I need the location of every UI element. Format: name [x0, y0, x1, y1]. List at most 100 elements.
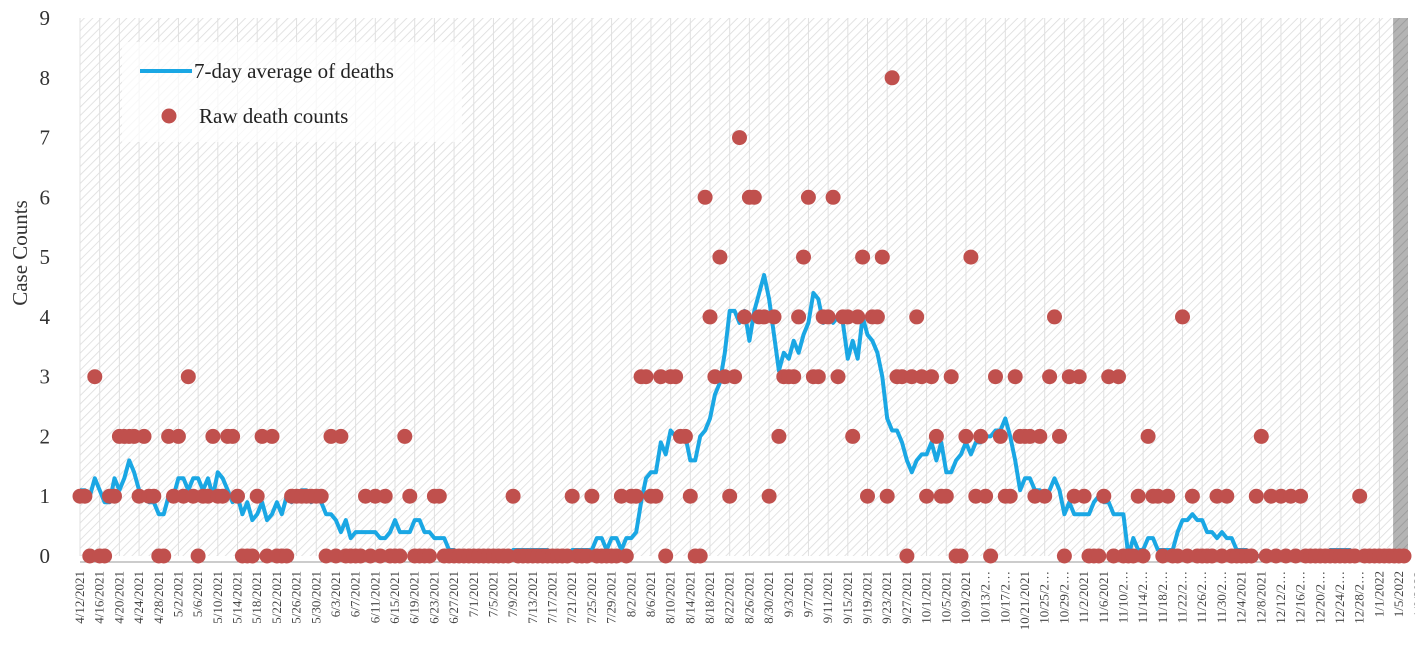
x-tick-label: 5/18/2021	[249, 571, 264, 624]
x-tick-label: 12/4/2021	[1234, 571, 1249, 624]
data-point	[107, 488, 122, 504]
data-point	[850, 309, 866, 325]
data-point	[963, 249, 979, 265]
x-tick-label: 5/6/2021	[190, 571, 205, 617]
data-point	[737, 309, 752, 325]
data-point	[1248, 488, 1264, 504]
legend: 7-day average of deaths Raw death counts	[122, 42, 462, 142]
x-tick-label: 8/6/2021	[643, 571, 658, 617]
data-point	[1007, 369, 1023, 385]
x-tick-label: 11/2/2021	[1076, 571, 1091, 623]
y-axis-title: Case Counts	[8, 200, 32, 306]
x-tick-label: 7/25/2021	[584, 571, 599, 624]
data-point	[584, 488, 600, 504]
data-point	[1253, 428, 1269, 444]
data-point	[796, 249, 811, 265]
x-tick-label: 6/15/2021	[387, 571, 402, 624]
legend-background	[122, 42, 462, 142]
x-tick-label: 8/14/2021	[682, 571, 697, 624]
data-point	[988, 369, 1003, 385]
data-point	[205, 428, 221, 444]
data-point	[732, 130, 747, 146]
x-tick-label: 11/30/2…	[1214, 571, 1229, 623]
legend-label-raw: Raw death counts	[199, 104, 348, 128]
x-tick-label: 4/12/2021	[72, 571, 87, 624]
data-point	[392, 548, 408, 564]
data-point	[943, 369, 959, 385]
x-tick-label: 12/8/2021	[1253, 571, 1268, 624]
y-tick-label: 7	[40, 126, 51, 150]
x-tick-label: 7/13/2021	[525, 571, 540, 624]
data-point	[682, 488, 698, 504]
data-point	[156, 548, 172, 564]
x-tick-label: 4/24/2021	[131, 571, 146, 624]
data-point	[1091, 548, 1107, 564]
data-point	[77, 488, 93, 504]
x-tick-label: 4/16/2021	[92, 571, 107, 624]
data-point	[1037, 488, 1053, 504]
data-point	[791, 309, 807, 325]
data-point	[564, 488, 580, 504]
data-point	[1243, 548, 1259, 564]
x-tick-label: 1/9/2022	[1411, 571, 1415, 617]
data-point	[668, 369, 684, 385]
x-tick-label: 10/25/2…	[1037, 571, 1052, 624]
x-tick-label: 10/5/2021	[938, 571, 953, 624]
x-tick-label: 11/22/2…	[1175, 571, 1190, 623]
data-point	[97, 548, 113, 564]
data-point	[712, 249, 728, 265]
x-tick-label: 10/21/2021	[1017, 571, 1032, 630]
x-tick-label: 1/5/2022	[1391, 571, 1406, 617]
data-point	[136, 428, 152, 444]
data-point	[992, 428, 1008, 444]
x-tick-label: 7/29/2021	[604, 571, 619, 624]
data-point	[180, 369, 196, 385]
data-point	[505, 488, 521, 504]
data-point	[1042, 369, 1058, 385]
data-point	[230, 488, 245, 504]
y-tick-label: 2	[40, 424, 51, 448]
data-point	[1184, 488, 1200, 504]
data-point	[771, 428, 787, 444]
x-tick-label: 11/14/2…	[1135, 571, 1150, 623]
x-tick-label: 4/28/2021	[151, 571, 166, 624]
x-tick-label: 9/3/2021	[781, 571, 796, 617]
data-point	[983, 548, 999, 564]
x-tick-label: 4/20/2021	[111, 571, 126, 624]
data-point	[249, 488, 265, 504]
legend-label-average: 7-day average of deaths	[194, 59, 394, 83]
data-point	[919, 488, 935, 504]
data-point	[1396, 548, 1412, 564]
y-tick-label: 1	[40, 484, 51, 508]
x-tick-label: 6/11/2021	[367, 571, 382, 623]
x-tick-label: 9/19/2021	[860, 571, 875, 624]
data-point	[87, 369, 103, 385]
y-tick-label: 6	[40, 185, 51, 209]
data-point	[333, 428, 349, 444]
data-point	[618, 548, 634, 564]
x-tick-label: 6/7/2021	[348, 571, 363, 617]
y-tick-label: 9	[40, 6, 51, 30]
data-point	[397, 428, 413, 444]
data-point	[244, 548, 260, 564]
data-point	[1002, 488, 1018, 504]
data-point	[727, 369, 743, 385]
x-tick-label: 10/1/2021	[919, 571, 934, 624]
data-point	[402, 488, 418, 504]
x-tick-label: 6/27/2021	[446, 571, 461, 624]
data-point	[1032, 428, 1048, 444]
data-point	[928, 428, 944, 444]
data-point	[1111, 369, 1126, 385]
x-tick-label: 11/10/2…	[1115, 571, 1130, 623]
data-point	[638, 369, 654, 385]
data-point	[279, 548, 295, 564]
x-tick-label: 9/7/2021	[800, 571, 815, 617]
data-point	[845, 428, 861, 444]
x-tick-label: 12/20/2…	[1312, 571, 1327, 624]
data-point	[786, 369, 802, 385]
x-tick-label: 10/9/2021	[958, 571, 973, 624]
x-tick-label: 12/12/2…	[1273, 571, 1288, 624]
data-point	[1219, 488, 1235, 504]
x-tick-label: 12/28/2…	[1352, 571, 1367, 624]
x-tick-label: 7/9/2021	[505, 571, 520, 617]
